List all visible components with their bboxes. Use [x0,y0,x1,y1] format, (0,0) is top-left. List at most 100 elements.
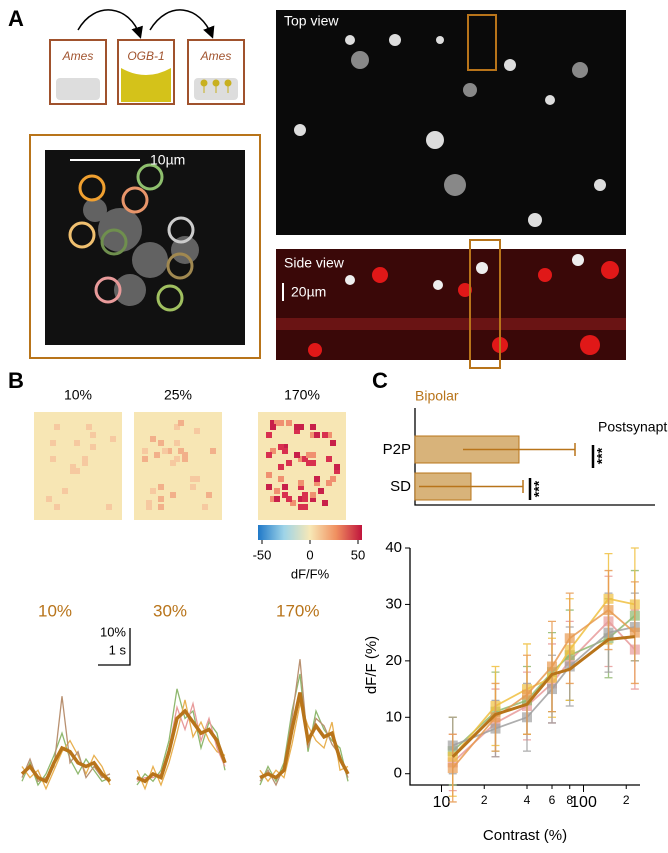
map-pixel [298,504,304,510]
scale-label: 10µm [150,152,185,168]
vial-label: Ames [200,49,232,63]
map-pixel [266,432,272,438]
map-pixel [270,420,276,426]
annotation: Postsynaptic [598,419,668,435]
map-pixel [142,448,148,454]
map-pixel [190,484,196,490]
map-pixel [286,496,292,502]
map-pixel [318,488,324,494]
trace [259,659,349,787]
map-pixel [50,440,56,446]
map-pixel [286,420,292,426]
map-pixel [330,440,336,446]
map-pixel [270,448,276,454]
map-pixel [302,492,308,498]
map-pixel [158,440,164,446]
map-pixel [278,476,284,482]
y-tick-label: 20 [385,652,402,669]
map-pixel [74,440,80,446]
map-pixel [158,504,164,510]
trace-scale-bar [98,628,131,666]
map-pixel [274,496,280,502]
panel-label: C [372,368,388,393]
map-pixel [310,424,316,430]
x-tick-label: 2 [623,793,630,807]
map-title: 25% [164,387,192,403]
map-pixel [70,468,76,474]
colorbar-tick-label: -50 [253,547,272,562]
map-pixel [330,476,336,482]
trace [21,739,111,791]
category-label: P2P [383,441,411,458]
map-pixel [142,456,148,462]
map-pixel [294,424,300,430]
x-tick-label: 6 [549,793,556,807]
map-pixel [298,480,304,486]
map-pixel [298,424,304,430]
x-tick-label: 100 [570,794,597,811]
map-pixel [146,500,152,506]
map-pixel [178,448,184,454]
map-pixel [46,496,52,502]
map-pixel [270,424,276,430]
map-pixel [294,428,300,434]
map-pixel [110,436,116,442]
map-pixel [86,424,92,430]
map-pixel [170,460,176,466]
map-pixel [282,492,288,498]
map-pixel [286,460,292,466]
panel-label: B [8,368,24,393]
colorbar-tick-label: 0 [306,547,313,562]
x-tick-label: 2 [481,793,488,807]
map-pixel [334,464,340,470]
map-pixel [314,476,320,482]
map-pixel [82,460,88,466]
map-pixel [334,468,340,474]
map-pixel [302,504,308,510]
map-pixel [306,460,312,466]
series-line [452,608,636,769]
map-pixel [294,452,300,458]
map-pixel [266,484,272,490]
category-label: SD [390,478,411,495]
vial-label: Ames [62,49,94,63]
annotation: *** [594,447,610,464]
map-pixel [298,484,304,490]
map-pixel [150,488,156,494]
map-pixel [326,432,332,438]
axis [409,548,640,786]
map-pixel [310,452,316,458]
y-tick-label: 0 [394,765,402,782]
map-pixel [62,488,68,494]
map-pixel [310,492,316,498]
map-pixel [282,448,288,454]
response-maps [34,412,346,520]
map-pixel [174,424,180,430]
map-pixel [190,476,196,482]
y-tick-label: 40 [385,539,402,556]
x-tick-label: 8 [566,793,573,807]
error-bar [419,480,524,493]
map-pixel [162,448,168,454]
x-axis-label: Contrast (%) [483,827,567,844]
map-pixel [326,456,332,462]
map-pixel [146,504,152,510]
map-pixel [202,504,208,510]
annotation: *** [531,480,547,497]
map-pixel [282,444,288,450]
map-title: 10% [64,387,92,403]
view-label: Top view [284,13,339,29]
trace-title: 170% [276,601,319,620]
colorbar-tick-label: 50 [351,547,365,562]
map-pixel [274,488,280,494]
map-pixel [322,500,328,506]
inset-image [29,134,261,359]
map-pixel [278,464,284,470]
map-pixel [54,504,60,510]
map-pixel [174,456,180,462]
scale-label: 10% [100,624,126,639]
map-pixel [326,480,332,486]
map-pixel [282,484,288,490]
map-pixel [154,452,160,458]
map-pixel [266,472,272,478]
